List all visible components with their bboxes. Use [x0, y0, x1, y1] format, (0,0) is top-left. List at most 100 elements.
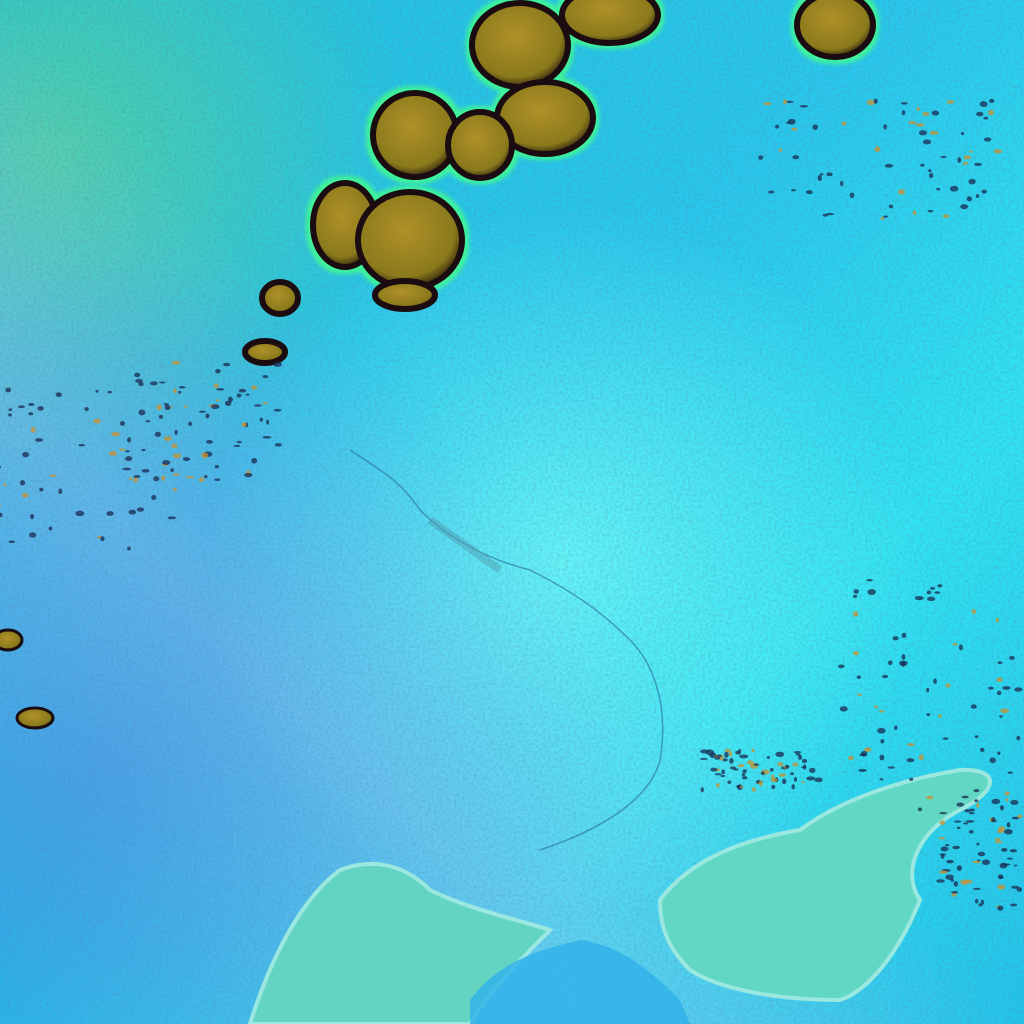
cloud-speckle: [790, 189, 797, 192]
cloud-speckle: [170, 443, 178, 449]
cloud-speckle: [39, 487, 44, 492]
cloud-speckle: [253, 404, 262, 407]
cloud-speckle: [898, 660, 908, 666]
sea-east: [657, 767, 992, 1003]
cloud-speckle: [768, 190, 775, 194]
cloud-speckle: [939, 812, 948, 815]
cloud-speckle: [856, 675, 862, 679]
cloud-speckle: [793, 751, 802, 754]
cloud-speckle: [848, 755, 854, 761]
cloud-speckle: [976, 802, 980, 808]
cloud-speckle: [716, 754, 722, 758]
cloud-speckle: [879, 709, 885, 713]
cloud-speckle: [964, 809, 971, 813]
cloud-speckle: [1001, 847, 1008, 852]
cloud-speckle: [245, 393, 250, 396]
cloud-speckle: [922, 111, 930, 116]
cloud-speckle: [274, 443, 282, 447]
cloud-speckle: [172, 473, 181, 476]
cloud-speckle: [894, 725, 898, 730]
cloud-speckle: [205, 413, 210, 419]
cloud-speckle: [981, 189, 987, 194]
cloud-speckle: [798, 754, 803, 760]
cloud-speckle: [999, 715, 1003, 718]
cloud-speckle: [928, 173, 934, 179]
cloud-cell: [794, 0, 876, 60]
cloud-speckle: [880, 216, 884, 221]
cloud-speckle: [22, 451, 30, 458]
cloud-speckle: [138, 409, 146, 416]
cloud-speckle: [133, 475, 141, 478]
peninsula: [470, 940, 690, 1024]
cloud-speckle: [938, 714, 943, 718]
cloud-speckle: [849, 192, 855, 199]
cloud-speckle: [956, 802, 965, 807]
cloud-speckle: [149, 381, 158, 386]
cloud-speckle: [93, 418, 102, 424]
cloud-speckle: [950, 878, 955, 882]
cloud-speckle: [883, 215, 888, 218]
cloud-speckle: [1000, 708, 1010, 714]
cloud-speckle: [30, 427, 36, 433]
cloud-cell: [15, 706, 55, 730]
cloud-speckle: [838, 664, 845, 669]
cloud-speckle: [97, 535, 102, 539]
cloud-speckle: [991, 817, 996, 823]
cloud-speckle: [968, 178, 976, 185]
cloud-speckle: [133, 477, 138, 483]
cloud-speckle: [952, 643, 958, 646]
cloud-speckle: [912, 210, 917, 215]
cloud-speckle: [969, 150, 973, 153]
cloud-speckle: [262, 402, 268, 405]
cloud-speckle: [958, 644, 963, 651]
cloud-speckle: [739, 786, 744, 789]
cloud-speckle: [30, 513, 35, 520]
cloud-speckle: [48, 526, 53, 531]
cloud-speckle: [241, 422, 247, 427]
cloud-speckle: [35, 438, 43, 442]
cloud-speckle: [963, 155, 972, 160]
cloud-speckle: [167, 516, 177, 520]
cloud-speckle: [136, 507, 145, 512]
cloud-speckle: [989, 98, 995, 104]
cloud-speckle: [799, 104, 809, 108]
cloud-speckle: [1010, 903, 1018, 907]
cloud-speckle: [29, 532, 37, 538]
river: [539, 639, 664, 851]
cloud-speckle: [262, 435, 272, 439]
cloud-speckle: [262, 374, 269, 379]
cloud-speckle: [971, 609, 977, 615]
cloud-speckle: [238, 388, 247, 393]
cloud-speckle: [106, 511, 114, 516]
cloud-speckle: [108, 451, 118, 456]
cloud-speckle: [901, 632, 907, 638]
cloud-cell: [370, 90, 460, 180]
cloud-speckle: [775, 751, 785, 758]
cloud-speckle: [127, 437, 132, 443]
cloud-speckle: [770, 774, 775, 779]
cloud-speckle: [1005, 798, 1009, 802]
cloud-speckle: [775, 124, 780, 129]
cloud-speckle: [0, 504, 2, 507]
cloud-speckle: [154, 431, 161, 437]
cloud-speckle: [973, 162, 983, 166]
cloud-speckle: [783, 99, 788, 105]
cloud-speckle: [1016, 887, 1023, 892]
cloud-speckle: [879, 778, 884, 781]
cloud-speckle: [763, 102, 772, 106]
cloud-speckle: [727, 780, 732, 784]
cloud-speckle: [3, 483, 7, 487]
cloud-speckle: [216, 399, 220, 402]
cloud-speckle: [977, 851, 986, 857]
cloud-speckle: [128, 477, 133, 481]
cloud-cell: [259, 279, 301, 317]
cloud-speckle: [969, 808, 976, 812]
cloud-speckle: [198, 477, 204, 483]
cloud-speckle: [721, 769, 725, 775]
cloud-speckle: [141, 448, 146, 452]
cloud-speckle: [792, 762, 799, 767]
cloud-speckle: [1013, 864, 1018, 867]
cloud-speckle: [976, 842, 980, 846]
cloud-speckle: [936, 187, 941, 191]
cloud-speckle: [8, 408, 13, 412]
